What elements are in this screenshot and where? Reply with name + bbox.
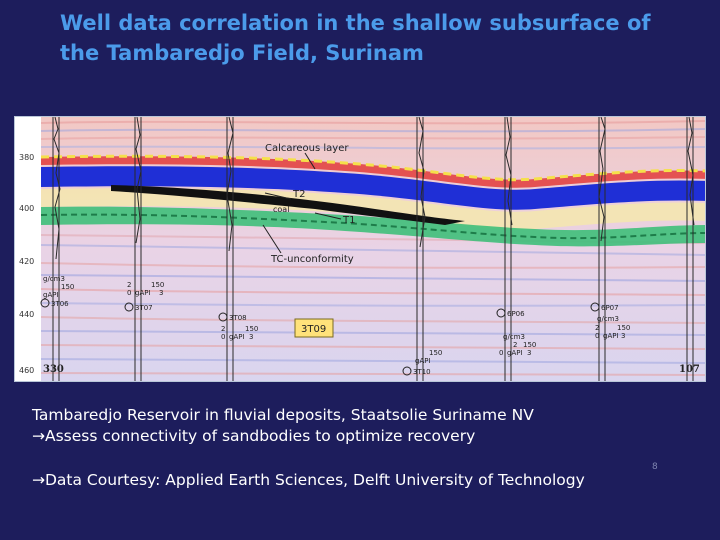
well-3T07-gapi: gAPI bbox=[135, 289, 151, 297]
seismic-stripes bbox=[40, 120, 705, 376]
depth-axis-strip bbox=[15, 117, 41, 381]
slide-title: Well data correlation in the shallow sub… bbox=[60, 8, 700, 68]
green-band-dashes bbox=[40, 213, 705, 240]
label-t1: T1 bbox=[342, 215, 355, 226]
label-trace-107: 107 bbox=[679, 364, 700, 375]
well-6P07-s3: 2 bbox=[595, 324, 599, 332]
well-3T10-gapi: gAPI bbox=[415, 357, 431, 365]
well-6P07-s2: 3 bbox=[621, 332, 625, 340]
well-3T07-name: 3T07 bbox=[135, 304, 153, 312]
well-3T10-name: 3T10 bbox=[413, 368, 431, 376]
seismic-section-svg: 380 400 420 440 460 Calcareous layer T2 … bbox=[15, 117, 705, 381]
page-number: 8 bbox=[652, 462, 658, 472]
well-6P07-s4: 0 bbox=[595, 332, 599, 340]
well-6P07-s1: 150 bbox=[617, 324, 630, 332]
highlight-well-box bbox=[294, 318, 334, 338]
well-3T10-s1: 150 bbox=[429, 349, 442, 357]
label-coal: coal bbox=[273, 205, 289, 214]
well-3T08-s4: 0 bbox=[221, 333, 225, 341]
well-3T08-marker bbox=[218, 312, 228, 322]
well-3T06-marker bbox=[40, 298, 50, 308]
depth-tick-440: 440 bbox=[19, 310, 34, 319]
title-line-1: Well data correlation in the shallow sub… bbox=[60, 11, 651, 35]
well-6P07-marker bbox=[590, 302, 600, 312]
well-6P06-s2: 3 bbox=[527, 349, 531, 357]
well-6P06-s1: 150 bbox=[523, 341, 536, 349]
well-log-lines bbox=[52, 117, 695, 381]
depth-axis: 380 400 420 440 460 bbox=[19, 153, 34, 375]
well-3T07-s4: 0 bbox=[127, 289, 131, 297]
label-tc-unconformity: TC-unconformity bbox=[270, 254, 354, 265]
well-6P06-name: 6P06 bbox=[507, 310, 525, 318]
caption-reservoir: Tambaredjo Reservoir in fluvial deposits… bbox=[32, 406, 534, 424]
well-3T08-s1: 150 bbox=[245, 325, 258, 333]
depth-tick-380: 380 bbox=[19, 153, 34, 162]
well-6P06-marker bbox=[496, 308, 506, 318]
well-3T08-gapi: gAPI bbox=[229, 333, 245, 341]
depth-tick-460: 460 bbox=[19, 366, 34, 375]
depth-tick-420: 420 bbox=[19, 257, 34, 266]
well-6P06-s4: 0 bbox=[499, 349, 503, 357]
well-3T08-s2: 3 bbox=[249, 333, 253, 341]
depth-tick-400: 400 bbox=[19, 204, 34, 213]
well-3T07-s2: 3 bbox=[159, 289, 163, 297]
well-3T08-s3: 2 bbox=[221, 325, 225, 333]
well-3T07-s1: 150 bbox=[151, 281, 164, 289]
well-3T08-name: 3T08 bbox=[229, 314, 247, 322]
well-3T06-s1: 150 bbox=[61, 283, 74, 291]
well-3T07-marker bbox=[124, 302, 134, 312]
blue-band bbox=[41, 166, 705, 210]
well-3T10-marker bbox=[402, 366, 412, 376]
highlight-well-label: 3T09 bbox=[301, 324, 326, 335]
well-6P06-units: g/cm3 bbox=[503, 333, 525, 341]
well-6P06-s3: 2 bbox=[513, 341, 517, 349]
well-6P07-name: 6P07 bbox=[601, 304, 619, 312]
well-6P06-gapi: gAPI bbox=[507, 349, 523, 357]
seismic-section-figure: 380 400 420 440 460 Calcareous layer T2 … bbox=[14, 116, 706, 382]
caption-courtesy: →Data Courtesy: Applied Earth Sciences, … bbox=[32, 471, 585, 489]
yellow-dashed-horizon bbox=[40, 154, 705, 182]
coal-wedge bbox=[111, 185, 465, 225]
well-3T07-s3: 2 bbox=[127, 281, 131, 289]
label-calcareous-layer: Calcareous layer bbox=[265, 143, 349, 154]
well-3T06-name: 3T06 bbox=[51, 300, 69, 308]
well-3T06-gapi: gAPI bbox=[43, 291, 59, 299]
well-6P07-units: g/cm3 bbox=[597, 315, 619, 323]
title-line-2: the Tambaredjo Field, Surinam bbox=[60, 41, 424, 65]
well-3T06-units: g/cm3 bbox=[43, 275, 65, 283]
caption-assess: →Assess connectivity of sandbodies to op… bbox=[32, 427, 476, 445]
label-t2: T2 bbox=[292, 189, 305, 200]
label-trace-330: 330 bbox=[43, 364, 64, 375]
well-6P07-gapi: gAPI bbox=[603, 332, 619, 340]
annotation-pointers bbox=[262, 152, 342, 254]
